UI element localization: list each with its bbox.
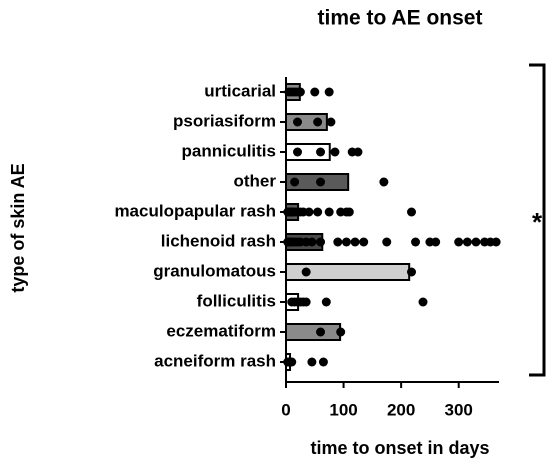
y-tick-label: psoriasiform [173, 111, 276, 130]
y-tick-label: granulomatous [153, 261, 276, 280]
y-tick-label: folliculitis [197, 291, 276, 310]
x-tick-label: 200 [387, 400, 415, 419]
data-point [411, 237, 421, 247]
data-point [287, 357, 297, 367]
y-tick-label: lichenoid rash [161, 231, 276, 250]
x-axis-label: time to onset in days [310, 438, 489, 458]
data-point [462, 237, 472, 247]
data-point [379, 177, 389, 187]
y-tick-label: other [234, 171, 277, 190]
data-point [324, 207, 334, 217]
y-axis-label: type of skin AE [8, 163, 28, 292]
data-point [316, 327, 326, 337]
data-point [313, 207, 323, 217]
data-point [350, 237, 360, 247]
data-point [359, 237, 369, 247]
y-tick-label: acneiform rash [154, 351, 276, 370]
y-tick-label: eczematiform [166, 321, 276, 340]
data-point [310, 87, 320, 97]
data-point [382, 237, 392, 247]
x-tick-label: 300 [445, 400, 473, 419]
y-tick-label: panniculitis [182, 141, 276, 160]
data-point [301, 267, 311, 277]
data-point [316, 147, 326, 157]
data-point [293, 117, 303, 127]
data-point [491, 237, 501, 247]
data-point [353, 147, 363, 157]
data-point [341, 237, 351, 247]
significance-mark: * [532, 207, 543, 237]
data-point [330, 147, 340, 157]
data-point [290, 177, 300, 187]
y-tick-label: urticarial [204, 81, 276, 100]
data-point [295, 87, 305, 97]
chart-title: time to AE onset [318, 7, 483, 30]
data-point [336, 327, 346, 337]
data-point [324, 87, 334, 97]
x-tick-label: 0 [281, 400, 290, 419]
x-tick-label: 100 [329, 400, 357, 419]
data-point [293, 147, 303, 157]
significance-bracket [529, 63, 546, 377]
data-point [333, 237, 343, 247]
y-tick-label: maculopapular rash [114, 201, 276, 220]
data-point [406, 207, 416, 217]
data-point [316, 177, 326, 187]
data-point [313, 117, 323, 127]
data-point [454, 237, 464, 247]
data-point [418, 297, 428, 307]
data-point [321, 297, 331, 307]
data-point [326, 117, 336, 127]
data-point [304, 207, 314, 217]
data-point [471, 237, 481, 247]
data-point [307, 237, 317, 247]
data-point [316, 237, 326, 247]
data-point [406, 267, 416, 277]
data-point [344, 207, 354, 217]
data-point [431, 237, 441, 247]
data-point [301, 297, 311, 307]
data-point [318, 357, 328, 367]
bar [285, 323, 342, 341]
data-point [307, 357, 317, 367]
